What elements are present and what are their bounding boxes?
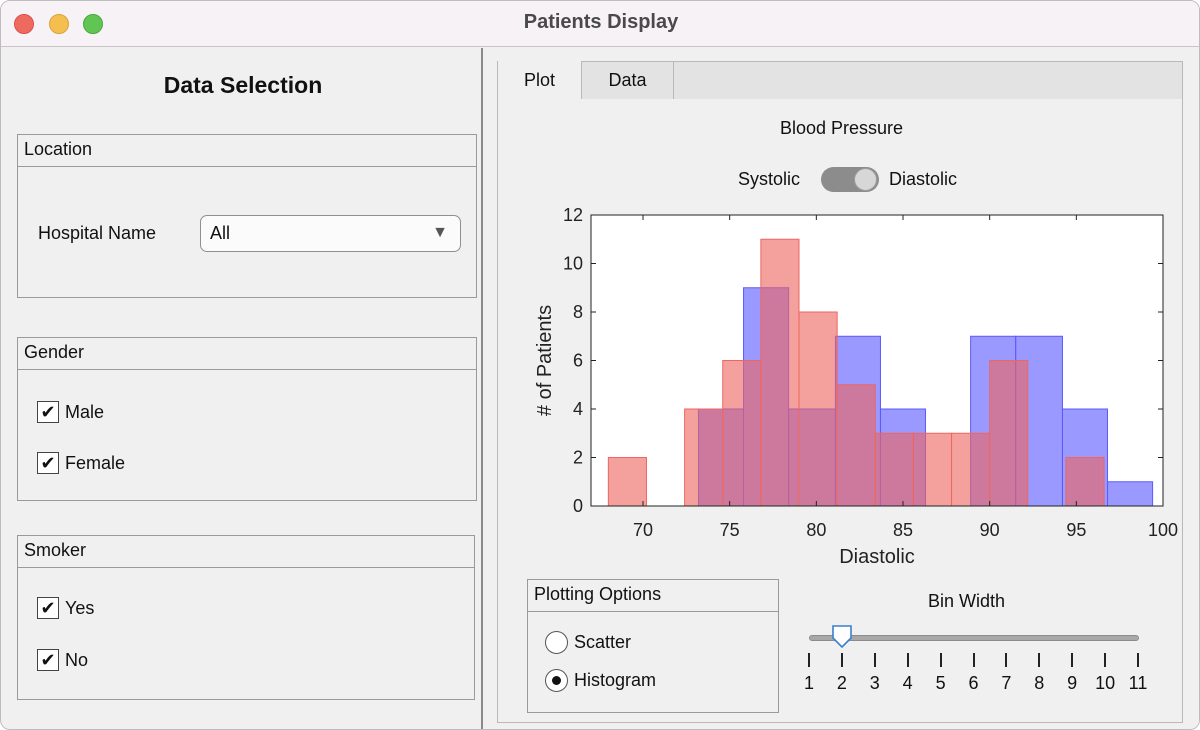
x-tick-label: 75 bbox=[720, 520, 740, 540]
systolic-diastolic-switch[interactable] bbox=[821, 167, 879, 192]
y-tick-label: 10 bbox=[563, 254, 583, 274]
bin-width-label: Bin Width bbox=[928, 591, 1006, 611]
slider-tick-label: 2 bbox=[836, 673, 847, 693]
close-window-button[interactable] bbox=[14, 14, 34, 34]
slider-tick bbox=[840, 653, 843, 667]
location-header: Location bbox=[18, 135, 476, 167]
female-label: Female bbox=[65, 452, 126, 473]
bin-width-slider[interactable] bbox=[809, 635, 1139, 641]
hospital-dropdown-value: All bbox=[210, 223, 231, 243]
checkmark-icon: ✔ bbox=[37, 597, 59, 619]
histogram-bar-red bbox=[874, 432, 914, 507]
slider-thumb[interactable] bbox=[831, 625, 853, 649]
histogram-bar-red bbox=[951, 432, 991, 507]
slider-tick bbox=[1038, 653, 1041, 667]
y-tick-label: 12 bbox=[563, 205, 583, 225]
slider-tick bbox=[1071, 653, 1074, 667]
slider-tick-label: 1 bbox=[803, 673, 814, 693]
slider-tick bbox=[939, 653, 942, 667]
slider-tick-label: 7 bbox=[1001, 673, 1012, 693]
x-tick-label: 70 bbox=[633, 520, 653, 540]
x-tick-label: 85 bbox=[893, 520, 913, 540]
smoker-no-label: No bbox=[65, 649, 89, 670]
smoker-yes-label: Yes bbox=[65, 597, 95, 618]
y-tick-label: 0 bbox=[573, 496, 583, 516]
window-title: Patients Display bbox=[523, 11, 679, 33]
smoker-group: Smoker bbox=[17, 535, 475, 700]
x-tick-label: 100 bbox=[1148, 520, 1178, 540]
maximize-window-button[interactable] bbox=[83, 14, 103, 34]
histogram-bar-red bbox=[836, 384, 876, 507]
toggle-right-label: Diastolic bbox=[889, 169, 958, 189]
male-checkbox[interactable]: ✔ Male bbox=[37, 401, 104, 423]
checkmark-icon: ✔ bbox=[37, 649, 59, 671]
slider-tick-label: 5 bbox=[935, 673, 946, 693]
plotting-options-header: Plotting Options bbox=[528, 580, 778, 612]
slider-tick bbox=[808, 653, 810, 667]
slider-tick bbox=[906, 653, 909, 667]
tab-data[interactable]: Data bbox=[582, 61, 674, 99]
histogram-label: Histogram bbox=[574, 670, 657, 690]
radio-circle-icon bbox=[545, 631, 568, 654]
smoker-header: Smoker bbox=[18, 536, 474, 568]
slider-tick bbox=[1137, 653, 1139, 667]
minimize-window-button[interactable] bbox=[49, 14, 69, 34]
gender-header: Gender bbox=[18, 338, 476, 370]
smoker-yes-checkbox[interactable]: ✔ Yes bbox=[37, 597, 94, 619]
slider-tick-label: 11 bbox=[1128, 673, 1148, 693]
slider-tick-label: 6 bbox=[968, 673, 979, 693]
histogram-bar-red bbox=[684, 408, 724, 507]
x-tick-label: 95 bbox=[1066, 520, 1086, 540]
slider-tick-label: 8 bbox=[1034, 673, 1045, 693]
hospital-name-label: Hospital Name bbox=[38, 223, 157, 243]
slider-tick-label: 9 bbox=[1067, 673, 1078, 693]
hospital-dropdown[interactable]: All ▼ bbox=[200, 215, 461, 252]
toggle-left-label: Systolic bbox=[738, 169, 801, 189]
histogram-bar-blue bbox=[1107, 481, 1154, 507]
gender-group: Gender bbox=[17, 337, 477, 501]
y-tick-label: 2 bbox=[573, 448, 583, 468]
histogram-bar-red bbox=[1065, 457, 1105, 507]
checkmark-icon: ✔ bbox=[37, 452, 59, 474]
scatter-radio[interactable]: Scatter bbox=[545, 631, 631, 654]
slider-tick bbox=[972, 653, 975, 667]
y-tick-label: 4 bbox=[573, 399, 583, 419]
x-axis-label: Diastolic bbox=[839, 546, 915, 568]
y-tick-label: 8 bbox=[573, 302, 583, 322]
histogram-bar-red bbox=[798, 311, 838, 507]
slider-tick bbox=[1104, 653, 1107, 667]
y-tick-label: 6 bbox=[573, 351, 583, 371]
slider-tick-label: 10 bbox=[1095, 673, 1116, 693]
switch-knob bbox=[854, 168, 877, 191]
x-tick-label: 80 bbox=[806, 520, 826, 540]
plotting-options-group: Plotting Options bbox=[527, 579, 779, 713]
histogram-bar-red bbox=[760, 238, 800, 507]
radio-selected-icon bbox=[545, 669, 568, 692]
histogram-radio[interactable]: Histogram bbox=[545, 669, 656, 692]
y-axis-label: # of Patients bbox=[534, 305, 556, 416]
scatter-label: Scatter bbox=[574, 632, 632, 652]
smoker-no-checkbox[interactable]: ✔ No bbox=[37, 649, 88, 671]
slider-tick bbox=[1005, 653, 1008, 667]
slider-tick-label: 4 bbox=[902, 673, 913, 693]
histogram-bar-red bbox=[912, 432, 953, 507]
chevron-down-icon: ▼ bbox=[432, 224, 448, 241]
tab-strip bbox=[497, 61, 1183, 99]
panel-title: Data Selection bbox=[163, 72, 323, 98]
histogram-bar-red bbox=[722, 360, 762, 507]
slider-tick-label: 3 bbox=[869, 673, 880, 693]
histogram-bar-red bbox=[989, 360, 1029, 507]
male-label: Male bbox=[65, 401, 105, 422]
histogram-bar-red bbox=[607, 457, 647, 507]
plot-title: Blood Pressure bbox=[780, 118, 904, 138]
tab-plot[interactable]: Plot bbox=[497, 61, 582, 99]
female-checkbox[interactable]: ✔ Female bbox=[37, 452, 125, 474]
title-bar: Patients Display bbox=[1, 1, 1199, 47]
x-tick-label: 90 bbox=[980, 520, 1000, 540]
checkmark-icon: ✔ bbox=[37, 401, 59, 423]
slider-tick bbox=[873, 653, 876, 667]
